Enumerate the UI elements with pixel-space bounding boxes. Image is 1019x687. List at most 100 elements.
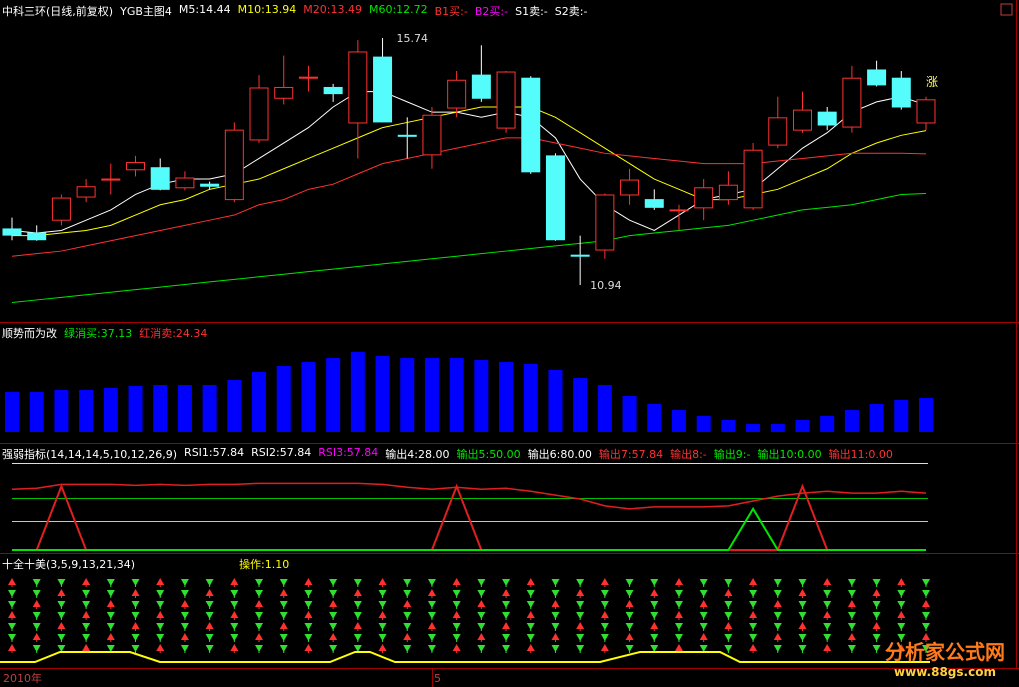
legend-entry: 输出11:0.00 (828, 448, 893, 461)
candle-body (274, 86, 294, 99)
bar (5, 392, 19, 432)
bar (177, 385, 192, 432)
arrow (798, 589, 807, 596)
candle-body (126, 162, 146, 171)
arrow (477, 600, 486, 607)
legend-entry: M60:12.72 (368, 3, 428, 16)
arrow (180, 600, 189, 607)
bar (301, 362, 316, 432)
rsi-levels (12, 463, 928, 522)
arrow (526, 611, 535, 618)
candle-body (2, 228, 22, 236)
max-label: 15.74 (397, 32, 429, 45)
candle-body (570, 254, 590, 257)
legend: 中科三环(日线,前复权) YGB主图4 M5:14.44 M10:13.94 M20:1… (2, 3, 587, 19)
legend-entry: 输出9:- (713, 448, 751, 461)
arrow (304, 644, 313, 651)
bar (597, 385, 612, 432)
bar (449, 358, 464, 432)
arrow (427, 622, 436, 629)
indicator-line (11, 482, 927, 510)
bar (103, 388, 118, 432)
bar (79, 390, 94, 432)
arrow (378, 644, 387, 651)
arrow (922, 633, 930, 640)
bar (647, 404, 662, 432)
bar (795, 420, 810, 432)
arrow (847, 600, 856, 607)
watermark: 分析家公式网 www.88gs.com (885, 636, 1005, 679)
arrow (378, 611, 387, 618)
legend: 强弱指标(14,14,14,5,10,12,26,9) RSI1:57.84 RSI… (2, 446, 893, 462)
candle-body (224, 129, 244, 201)
window-icon[interactable] (1000, 3, 1013, 16)
arrow (156, 611, 165, 618)
candle-body (595, 194, 615, 251)
ma-line (12, 106, 927, 237)
candle-body (669, 209, 689, 212)
arrow (255, 600, 264, 607)
ma-line (11, 91, 927, 234)
candle-body (200, 183, 220, 187)
arrow (131, 589, 140, 596)
bar (894, 400, 909, 432)
signal-arrows (8, 578, 930, 653)
bar (548, 370, 563, 432)
arrow (823, 611, 832, 618)
arrow (329, 633, 338, 640)
arrow (897, 578, 906, 585)
arrow (551, 633, 560, 640)
candle-body (51, 197, 71, 221)
operation-line (0, 651, 930, 663)
legend-entry: M5:14.44 (178, 3, 231, 16)
bar (474, 360, 489, 432)
arrow (477, 633, 486, 640)
bar (721, 420, 736, 432)
arrow (82, 611, 91, 618)
arrow (8, 611, 16, 618)
legend-title: YGB主图4 (120, 5, 172, 18)
legend-entry: RSI1:57.84 (184, 446, 245, 459)
legend-entry: 输出5:50.00 (456, 448, 521, 461)
legend-entry: 绿消买:37.13 (64, 327, 133, 340)
arrow (600, 578, 609, 585)
arrow (674, 578, 683, 585)
arrow (82, 644, 91, 651)
arrow (551, 600, 560, 607)
candle-body (348, 51, 368, 124)
arrow (650, 622, 659, 629)
candle-body (694, 187, 714, 209)
arrow (304, 578, 313, 585)
arrow (427, 589, 436, 596)
legend-entry: M20:13.49 (303, 3, 362, 16)
watermark-title: 分析家公式网 (885, 640, 1005, 664)
arrow (106, 600, 115, 607)
bar (671, 410, 686, 432)
bar (326, 358, 341, 432)
arrow (749, 644, 758, 651)
arrow (353, 589, 362, 596)
legend-entry: RSI2:57.84 (251, 446, 312, 459)
arrow (600, 611, 609, 618)
legend-title: 十全十美(3,5,9,13,21,34) (2, 558, 136, 571)
arrow (452, 578, 461, 585)
arrow (749, 578, 758, 585)
arrow (773, 600, 782, 607)
arrow (526, 578, 535, 585)
indicator-line (12, 483, 926, 551)
bar (770, 424, 785, 432)
legend-title: 顺势而为改 (2, 327, 57, 340)
arrow (823, 578, 832, 585)
arrow (57, 622, 66, 629)
candle-body (373, 56, 393, 123)
legend: 十全十美(3,5,9,13,21,34) 操作:1.10 (2, 556, 289, 572)
arrow (625, 600, 634, 607)
ma-line (11, 192, 927, 304)
bar (869, 404, 884, 432)
x-label: 5 (434, 672, 441, 685)
bar (424, 358, 439, 432)
arrow (749, 611, 758, 618)
legend-entry: 红消卖:24.34 (139, 327, 208, 340)
arrow (724, 622, 733, 629)
